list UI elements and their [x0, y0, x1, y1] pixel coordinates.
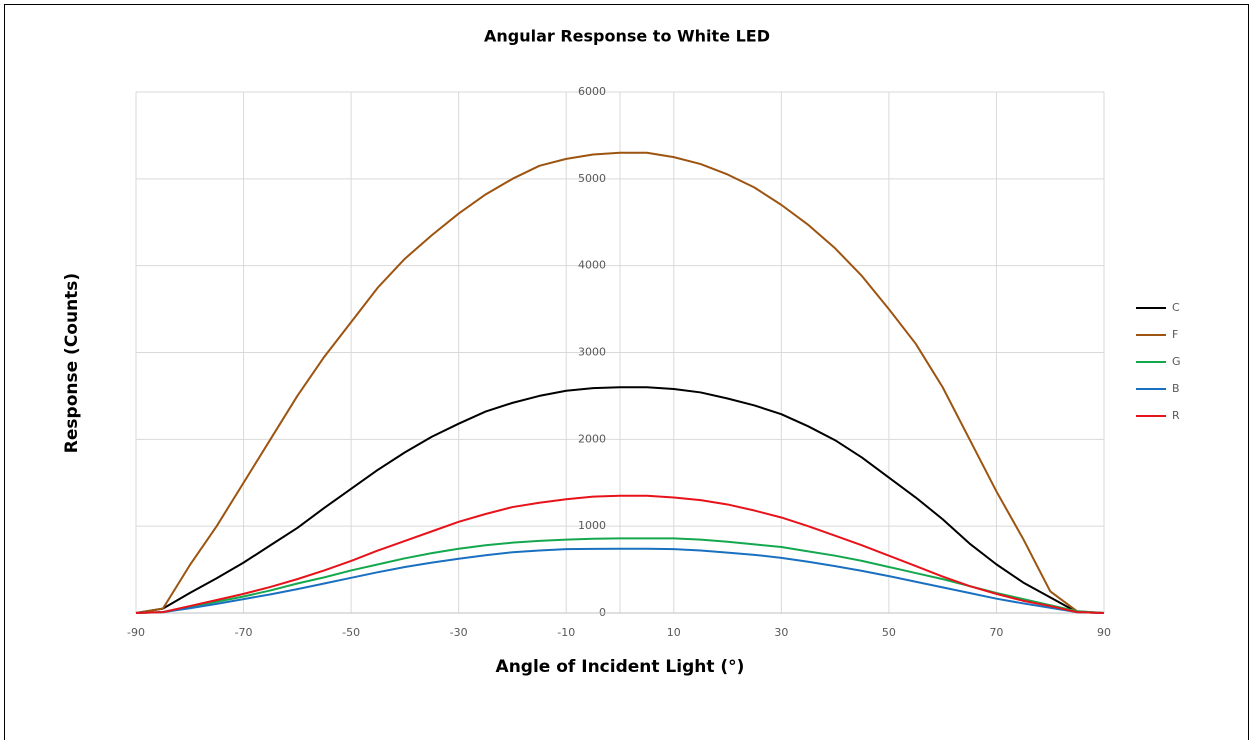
y-tick-label: 1000: [578, 519, 606, 532]
legend-label: B: [1172, 382, 1180, 395]
x-tick-label: 90: [1097, 626, 1111, 639]
series-line: [135, 537, 1105, 614]
chart-title: Angular Response to White LED: [484, 27, 770, 46]
y-tick-label: 2000: [578, 432, 606, 445]
x-axis-title: Angle of Incident Light (°): [496, 657, 745, 677]
y-tick-label: 5000: [578, 172, 606, 185]
chart-border: [4, 4, 1249, 744]
x-tick-label: 10: [667, 626, 681, 639]
series-line: [135, 151, 1105, 614]
legend-label: G: [1172, 355, 1181, 368]
y-tick-label: 3000: [578, 346, 606, 359]
legend-label: F: [1172, 328, 1178, 341]
legend-label: C: [1172, 301, 1180, 314]
y-tick-label: 6000: [578, 85, 606, 98]
x-tick-label: -70: [235, 626, 253, 639]
x-tick-label: 70: [989, 626, 1003, 639]
series-line: [135, 494, 1105, 614]
series-line: [135, 547, 1105, 614]
legend-label: R: [1172, 409, 1180, 422]
x-tick-label: 30: [774, 626, 788, 639]
x-tick-label: -50: [342, 626, 360, 639]
y-tick-label: 4000: [578, 259, 606, 272]
series-line: [135, 386, 1105, 614]
y-axis-title: Response (Counts): [62, 273, 82, 453]
x-tick-label: -10: [557, 626, 575, 639]
x-tick-label: 50: [882, 626, 896, 639]
x-tick-label: -90: [127, 626, 145, 639]
x-tick-label: -30: [450, 626, 468, 639]
